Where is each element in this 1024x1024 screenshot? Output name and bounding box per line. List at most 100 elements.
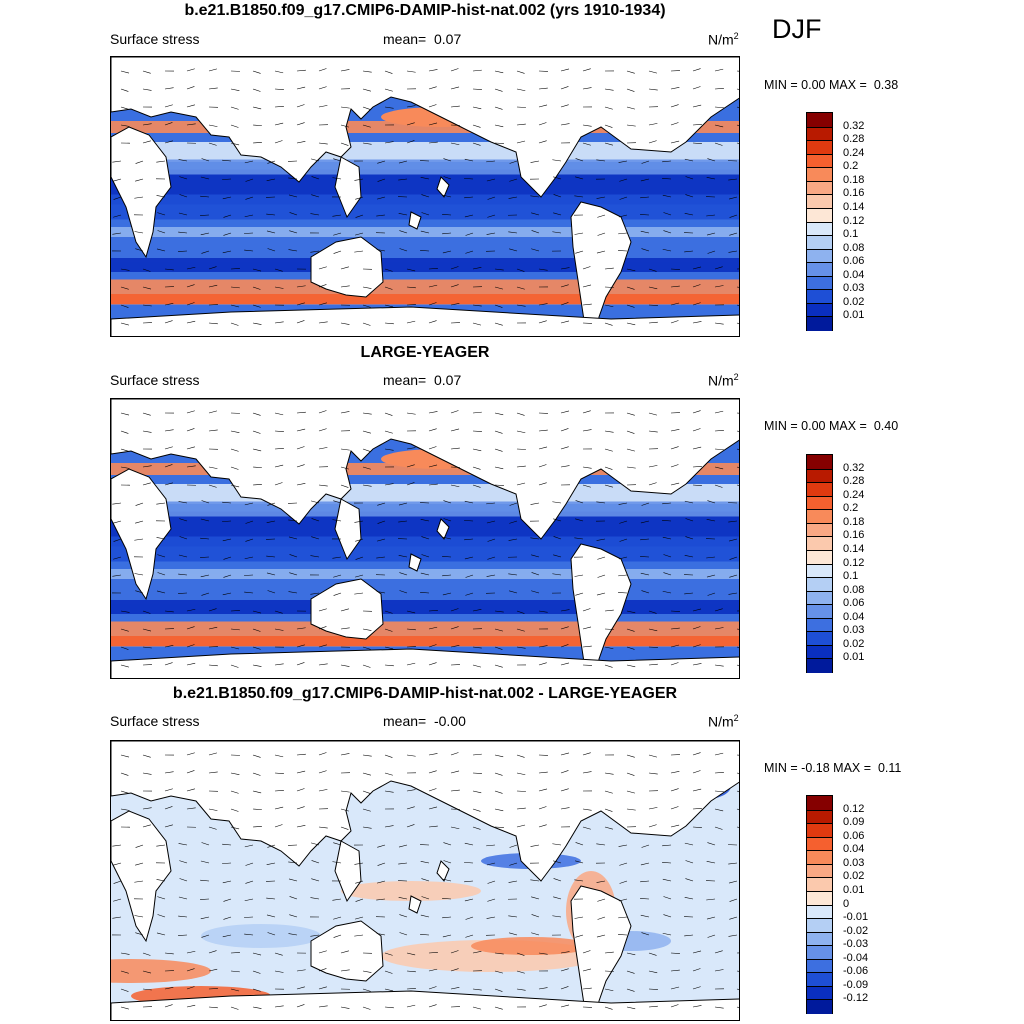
- colorbar-tick-label: 0.06: [843, 829, 865, 842]
- panel-2-units-text: N/m: [708, 372, 734, 389]
- panel-3-map: [110, 740, 740, 1021]
- colorbar-segment: [807, 604, 832, 619]
- panel-3-units-sup: 2: [733, 713, 739, 723]
- colorbar-segment: [807, 658, 832, 673]
- panel-2-units-sup: 2: [733, 372, 739, 382]
- colorbar-tick-label: 0.32: [843, 119, 865, 132]
- colorbar-tick-label: 0.12: [843, 214, 865, 227]
- colorbar-tick-label: 0.04: [843, 843, 865, 856]
- colorbar-segment: [807, 549, 832, 565]
- panel-1-units: N/m2: [708, 31, 739, 48]
- colorbar-segment: [807, 126, 832, 142]
- panel-3-mean: mean= -0.00: [383, 713, 466, 729]
- colorbar-tick-label: 0.06: [843, 255, 865, 268]
- colorbar-segment: [807, 316, 832, 331]
- colorbar-segment: [807, 509, 832, 524]
- colorbar-segment: [807, 850, 832, 865]
- panel-1-min-label: MIN =: [764, 78, 798, 92]
- colorbar-segment: [807, 140, 832, 155]
- colorbar-tick-label: -0.01: [843, 911, 869, 924]
- colorbar-tick-label: 0.03: [843, 282, 865, 295]
- colorbar-tick-label: 0.09: [843, 816, 865, 829]
- panel-3-title: b.e21.B1850.f09_g17.CMIP6-DAMIP-hist-nat…: [172, 685, 678, 702]
- panel-1-max-value: 0.38: [873, 78, 899, 92]
- colorbar-segment: [807, 631, 832, 646]
- colorbar-segment: [807, 522, 832, 538]
- panel-1-minmax: MIN = 0.00 MAX = 0.38: [764, 78, 898, 92]
- colorbar-segment: [807, 275, 832, 291]
- colorbar-tick-label: 0.01: [843, 883, 865, 896]
- panel-3-units: N/m2: [708, 713, 739, 730]
- colorbar-segment: [807, 972, 832, 987]
- colorbar-segment: [807, 536, 832, 551]
- colorbar-segment: [807, 221, 832, 237]
- panel-1-map: [110, 56, 740, 337]
- colorbar-tick-label: 0.32: [843, 461, 865, 474]
- colorbar-segment: [807, 113, 832, 128]
- colorbar-tick-label: 0.08: [843, 241, 865, 254]
- colorbar-tick-label: 0.12: [843, 802, 865, 815]
- panel-1-units-sup: 2: [733, 31, 739, 41]
- colorbar-segment: [807, 207, 832, 223]
- colorbar-segment: [807, 863, 832, 879]
- colorbar-segment: [807, 877, 832, 892]
- panel-2-mean: mean= 0.07: [383, 372, 461, 388]
- colorbar-segment: [807, 985, 832, 1001]
- colorbar-tick-label: -0.06: [843, 965, 869, 978]
- colorbar-segment: [807, 823, 832, 838]
- colorbar-tick-label: 0.2: [843, 160, 859, 173]
- colorbar-segment: [807, 468, 832, 484]
- colorbar-segment: [807, 194, 832, 209]
- colorbar-segment: [807, 455, 832, 470]
- panel-2-colorbar: [806, 454, 833, 673]
- panel-2-mean-label: mean=: [383, 372, 427, 388]
- colorbar-segment: [807, 617, 832, 633]
- colorbar-segment: [807, 890, 832, 906]
- panel-3-mean-label: mean=: [383, 713, 427, 729]
- colorbar-segment: [807, 482, 832, 497]
- colorbar-tick-label: -0.03: [843, 938, 869, 951]
- panel-3-min-label: MIN =: [764, 761, 798, 775]
- colorbar-segment: [807, 495, 832, 511]
- colorbar-tick-label: 0.18: [843, 173, 865, 186]
- panel-1-colorbar: [806, 112, 833, 331]
- colorbar-tick-label: 0.12: [843, 556, 865, 569]
- panel-1-min-value: 0.00: [801, 78, 826, 92]
- panel-1-map-field: [111, 57, 739, 336]
- colorbar-tick-label: 0.04: [843, 268, 865, 281]
- colorbar-tick-label: 0.02: [843, 295, 865, 308]
- panel-1-units-text: N/m: [708, 31, 734, 48]
- colorbar-tick-label: 0.14: [843, 200, 865, 213]
- colorbar-tick-label: -0.12: [843, 992, 869, 1005]
- colorbar-segment: [807, 577, 832, 592]
- panel-1-max-label: MAX =: [829, 78, 867, 92]
- panel-3-variable-label: Surface stress: [110, 713, 200, 729]
- panel-1-variable-label: Surface stress: [110, 31, 200, 47]
- colorbar-tick-label: 0.24: [843, 488, 865, 501]
- colorbar-tick-label: 0.18: [843, 515, 865, 528]
- colorbar-tick-label: 0.03: [843, 856, 865, 869]
- colorbar-tick-label: 0.08: [843, 583, 865, 596]
- colorbar-segment: [807, 999, 832, 1014]
- panel-2-title: LARGE-YEAGER: [360, 344, 490, 361]
- colorbar-tick-label: 0.14: [843, 542, 865, 555]
- colorbar-segment: [807, 563, 832, 579]
- colorbar-tick-label: 0: [843, 897, 850, 910]
- colorbar-segment: [807, 248, 832, 264]
- colorbar-tick-label: 0.04: [843, 610, 865, 623]
- panel-2-min-value: 0.00: [801, 419, 826, 433]
- colorbar-tick-label: -0.09: [843, 978, 869, 991]
- panel-1-mean-value: 0.07: [433, 31, 462, 47]
- colorbar-segment: [807, 945, 832, 960]
- panel-2-mean-value: 0.07: [433, 372, 462, 388]
- colorbar-segment: [807, 235, 832, 250]
- panel-1-mean: mean= 0.07: [383, 31, 461, 47]
- colorbar-tick-label: 0.02: [843, 637, 865, 650]
- panel-2-max-value: 0.40: [873, 419, 899, 433]
- panel-3-max-label: MAX =: [833, 761, 872, 775]
- panel-2-units: N/m2: [708, 372, 739, 389]
- panel-2-min-label: MIN =: [764, 419, 798, 433]
- colorbar-segment: [807, 153, 832, 169]
- colorbar-segment: [807, 262, 832, 277]
- colorbar-tick-label: 0.2: [843, 502, 859, 515]
